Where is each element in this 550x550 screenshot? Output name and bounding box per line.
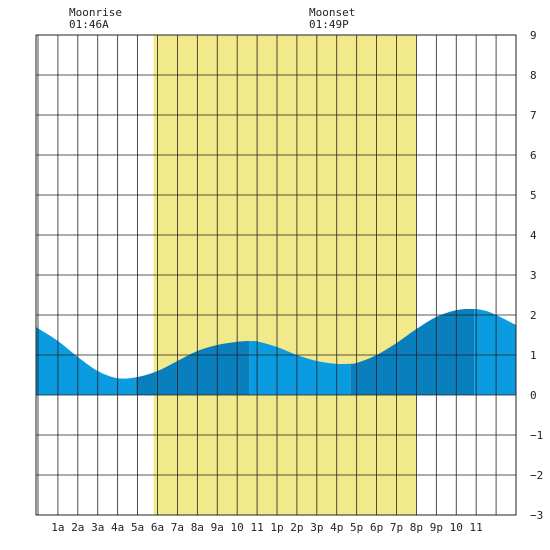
tide-band-light (249, 340, 351, 395)
moonset-time: 01:49P (309, 18, 349, 31)
x-tick-label: 4a (111, 521, 124, 534)
y-tick-label: 0 (530, 389, 537, 402)
tide-band-dark (135, 341, 250, 395)
x-tick-label: 10 (450, 521, 463, 534)
x-tick-label: 9a (211, 521, 224, 534)
y-tick-label: −3 (530, 509, 543, 522)
y-tick-label: 3 (530, 269, 537, 282)
x-tick-label: 8p (410, 521, 423, 534)
plot-frame (35, 34, 517, 516)
y-tick-label: 4 (530, 229, 537, 242)
x-tick-label: 11 (250, 521, 263, 534)
x-tick-label: 1p (270, 521, 283, 534)
x-tick-label: 3a (91, 521, 104, 534)
x-tick-label: 4p (330, 521, 343, 534)
y-tick-label: 9 (530, 29, 537, 42)
x-tick-label: 8a (191, 521, 204, 534)
moonset-label: Moonset (309, 6, 355, 19)
x-tick-label: 5p (350, 521, 363, 534)
x-tick-label: 10 (231, 521, 244, 534)
y-tick-label: 5 (530, 189, 537, 202)
x-tick-label: 6p (370, 521, 383, 534)
x-tick-label: 5a (131, 521, 144, 534)
x-tick-label: 6a (151, 521, 164, 534)
y-tick-label: 1 (530, 349, 537, 362)
y-axis-ticks: −3 −2 −1 0 1 2 3 4 5 6 7 8 9 (530, 29, 543, 522)
x-tick-label: 9p (430, 521, 443, 534)
x-tick-label: 7p (390, 521, 403, 534)
tide-band-dark (350, 308, 475, 395)
x-tick-label: 11 (470, 521, 483, 534)
x-tick-label: 7a (171, 521, 184, 534)
x-tick-label: 3p (310, 521, 323, 534)
y-tick-label: 7 (530, 109, 537, 122)
tide-band-light (36, 327, 136, 395)
tide-area (36, 308, 516, 395)
y-tick-label: 8 (530, 69, 537, 82)
x-tick-label: 1a (51, 521, 64, 534)
x-axis-ticks: 1a 2a 3a 4a 5a 6a 7a 8a 9a 10 11 1p 2p 3p 4p 5p 6p 7p 8p 9p… (51, 521, 483, 534)
x-tick-label: 2a (71, 521, 84, 534)
moon-annotations: Moonrise 01:46A Moonset 01:49P (69, 6, 355, 31)
x-tick-label: 2p (290, 521, 303, 534)
moonrise-label: Moonrise (69, 6, 122, 19)
y-tick-label: 6 (530, 149, 537, 162)
y-tick-label: −2 (530, 469, 543, 482)
moonrise-time: 01:46A (69, 18, 109, 31)
y-tick-label: −1 (530, 429, 543, 442)
tide-band-light (474, 309, 516, 395)
y-tick-label: 2 (530, 309, 537, 322)
grid (35, 34, 517, 516)
